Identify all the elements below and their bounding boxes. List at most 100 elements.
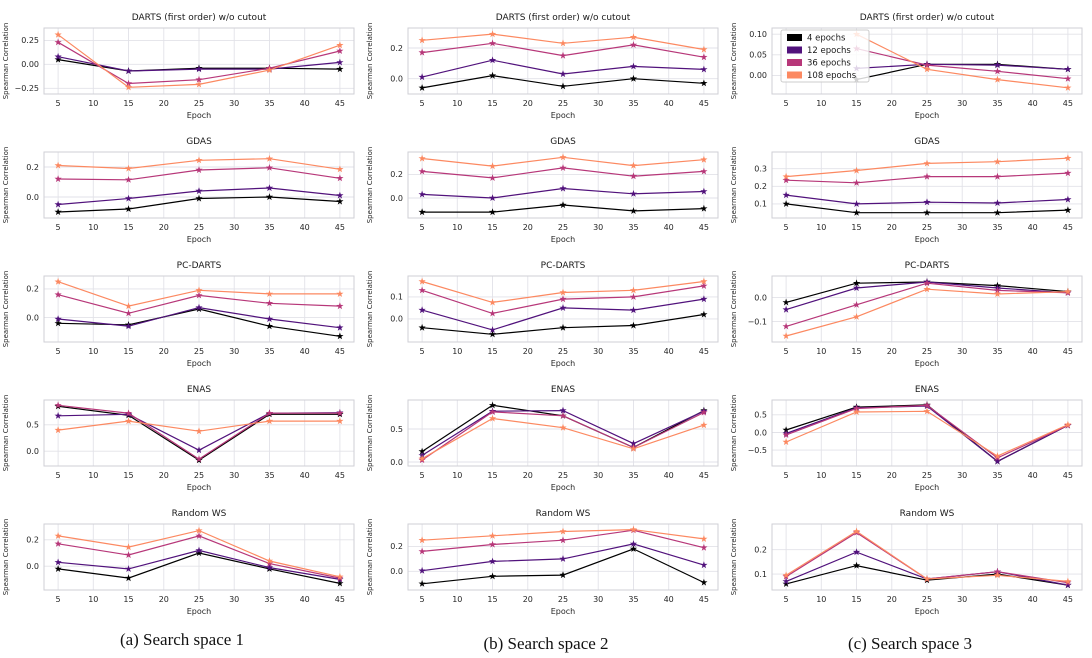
y-tick-label: 0.5 [754, 411, 767, 420]
legend-label: 4 epochs [807, 34, 846, 44]
data-point-marker [488, 532, 497, 539]
data-point-marker [1064, 169, 1072, 177]
chart-darts-ss3: 4 epochs 12 epochs 36 epochs 108 epochs DART… [728, 0, 1092, 124]
data-point-marker [488, 162, 497, 170]
y-tick-label: 0.0 [390, 567, 403, 576]
x-tick-label: 40 [300, 595, 310, 604]
data-point-marker [418, 36, 426, 44]
y-tick-label: 0.0 [390, 458, 403, 467]
data-point-marker [418, 580, 426, 587]
data-point-marker [700, 277, 708, 285]
data-point-marker [1064, 65, 1072, 73]
data-point-marker [923, 285, 931, 293]
data-point-marker [852, 548, 861, 556]
x-tick-label: 40 [300, 347, 310, 356]
data-point-marker [993, 290, 1002, 298]
x-tick-label: 40 [664, 99, 674, 108]
x-axis-label: Epoch [187, 359, 212, 368]
y-tick-label: 0.10 [749, 30, 767, 39]
y-tick-label: 0.3 [754, 165, 767, 174]
data-point-marker [195, 187, 203, 195]
chart-title: ENAS [551, 385, 576, 395]
x-tick-label: 20 [887, 595, 897, 604]
data-point-marker [54, 315, 62, 323]
data-point-marker [700, 310, 708, 318]
data-point-marker [1064, 420, 1072, 428]
x-tick-label: 30 [593, 595, 603, 604]
x-tick-label: 5 [56, 99, 61, 108]
data-point-marker [488, 408, 497, 415]
x-tick-label: 10 [452, 347, 462, 356]
data-point-marker [993, 61, 1002, 69]
data-point-marker [195, 75, 203, 83]
data-point-marker [782, 580, 790, 587]
x-tick-label: 30 [229, 595, 239, 604]
data-point-marker [418, 454, 426, 462]
x-tick-label: 35 [992, 471, 1002, 480]
data-point-marker [629, 525, 638, 533]
data-point-marker [195, 156, 203, 164]
data-point-marker [559, 536, 567, 544]
data-point-marker [488, 174, 497, 181]
data-point-marker [700, 45, 708, 53]
data-point-marker [195, 549, 203, 557]
y-axis-label: Spearman Correlation [730, 519, 738, 596]
chart-svg: Random WS 5 10 15 20 25 30 35 40 45 0.0 0.2 Epoch Spe… [2, 509, 355, 616]
data-point-marker [782, 172, 790, 180]
data-point-marker [993, 571, 1002, 579]
x-tick-label: 35 [992, 99, 1002, 108]
y-axis-label: Spearman Correlation [2, 147, 10, 224]
x-tick-label: 10 [88, 223, 98, 232]
y-axis-label: Spearman Correlation [2, 395, 10, 472]
y-axis-label: Spearman Correlation [366, 395, 374, 472]
x-tick-label: 40 [1028, 223, 1038, 232]
chart-title: GDAS [914, 137, 940, 147]
data-point-marker [629, 62, 638, 70]
chart-random-ws-ss1: Random WS 5 10 15 20 25 30 35 40 45 0.0 0.2 Epoch Spe… [0, 496, 364, 620]
chart-gdas-ss1: GDAS 5 10 15 20 25 30 35 40 45 0.0 0.2 Epoch Spearman… [0, 124, 364, 248]
y-tick-label: 0.0 [390, 315, 403, 324]
x-tick-label: 30 [957, 595, 967, 604]
x-tick-label: 25 [194, 223, 204, 232]
data-point-marker [700, 561, 708, 569]
data-point-marker [923, 208, 931, 216]
data-point-marker [265, 193, 274, 201]
chart-gdas-ss2: GDAS 5 10 15 20 25 30 35 40 45 0.0 0.2 Epoch Spearman… [364, 124, 728, 248]
chart-svg: Random WS 5 10 15 20 25 30 35 40 45 0.0 0.2 Epoch Spe… [366, 509, 719, 616]
data-point-marker [923, 159, 931, 167]
y-tick-label: 0.2 [26, 285, 39, 294]
data-point-marker [488, 309, 497, 317]
data-point-marker [700, 282, 708, 289]
x-tick-label: 20 [887, 99, 897, 108]
y-tick-label: 0.2 [390, 542, 403, 551]
x-tick-label: 35 [992, 347, 1002, 356]
x-axis-label: Epoch [915, 359, 940, 368]
data-point-marker [559, 555, 567, 562]
data-point-marker [1064, 195, 1072, 203]
chart-title: Random WS [172, 509, 227, 519]
x-axis-label: Epoch [551, 607, 576, 616]
x-tick-label: 45 [699, 471, 709, 480]
data-point-marker [852, 208, 861, 216]
data-point-marker [782, 438, 790, 446]
legend-label: 108 epochs [807, 71, 857, 81]
data-point-marker [265, 154, 274, 162]
chart-pc-darts-ss1: PC-DARTS 5 10 15 20 25 30 35 40 45 0.0 0.2 Epoch Spea… [0, 248, 364, 372]
y-axis-label: Spearman Correlation [366, 23, 374, 100]
data-point-marker [488, 414, 497, 422]
data-point-marker [418, 167, 426, 175]
series-line [856, 33, 1068, 89]
x-tick-label: 25 [922, 99, 932, 108]
data-point-marker [54, 401, 62, 409]
data-point-marker [559, 201, 567, 209]
data-point-marker [782, 200, 790, 207]
x-tick-label: 20 [523, 223, 533, 232]
y-axis-label: Spearman Correlation [2, 23, 10, 100]
x-tick-label: 40 [664, 223, 674, 232]
plot-area [43, 399, 355, 467]
y-tick-label: 0.00 [749, 71, 767, 80]
data-point-marker [265, 563, 274, 571]
x-tick-label: 35 [628, 223, 638, 232]
y-axis-label: Spearman Correlation [2, 519, 10, 596]
data-point-marker [195, 546, 203, 554]
